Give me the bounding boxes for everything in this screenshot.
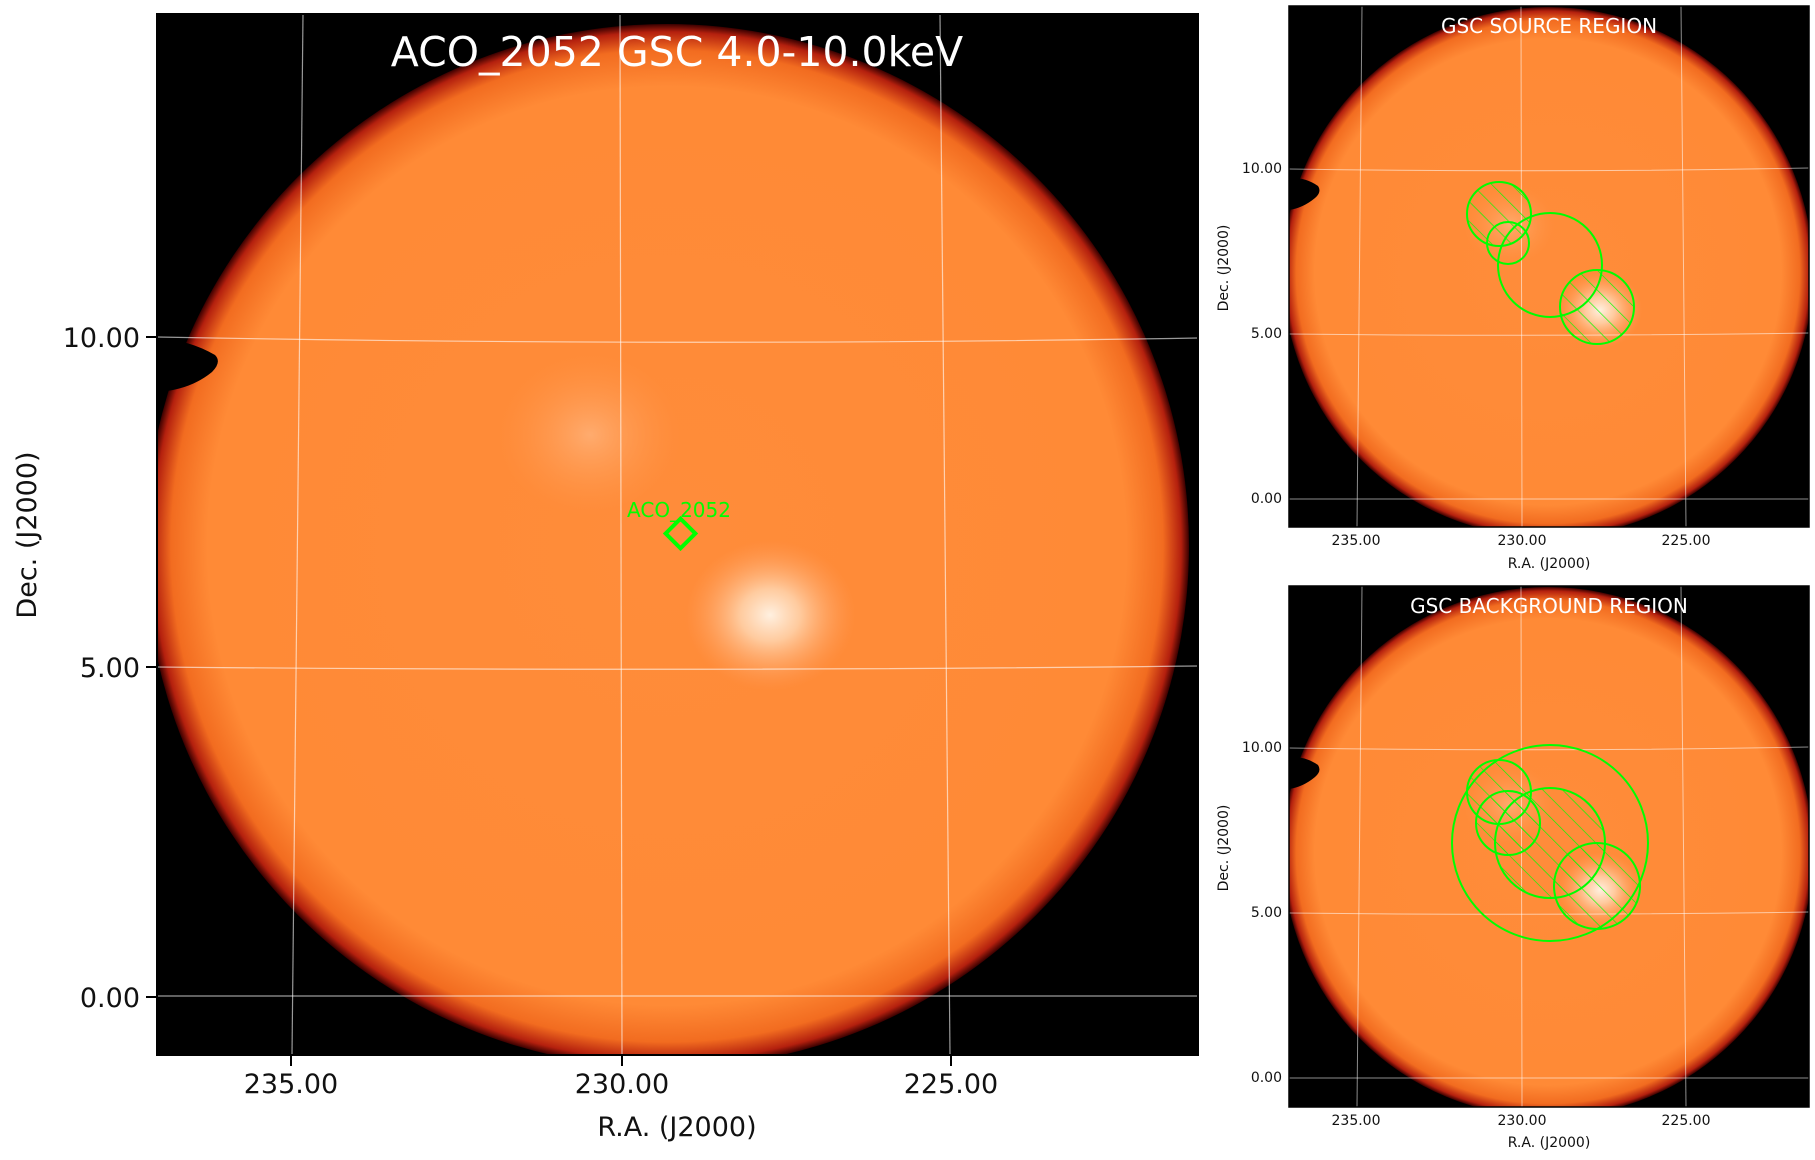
source-x-tick-label: 230.00 [1498,533,1547,549]
source-panel-title: GSC SOURCE REGION [1441,14,1657,38]
source-y-tick-label: 10.00 [1242,161,1282,177]
background-x-tick-label: 225.00 [1662,1113,1711,1129]
main-detector-notch [157,339,218,392]
main-frame [156,13,1199,1056]
main-y-tick-label: 5.00 [80,653,140,684]
source-y-tick-label: 0.00 [1251,491,1282,507]
main-y-tick-label: 10.00 [63,323,140,354]
source-excluded-region [1486,221,1530,265]
source-x-axis-label: R.A. (J2000) [1508,556,1591,572]
source-excluded-region [1559,269,1635,345]
background-coordinate-grid [1289,586,1809,1107]
background-image: GSC BACKGROUND REGION [1289,586,1809,1107]
background-panel-title: GSC BACKGROUND REGION [1410,594,1688,618]
background-detector-notch [1289,756,1320,789]
background-excluded-region [1553,842,1641,930]
background-axis-ticks: 235.00 230.00 225.00 10.00 5.00 0.00 [1242,740,1711,1129]
background-x-axis-label: R.A. (J2000) [1508,1135,1591,1151]
source-image: GSC SOURCE REGION [1289,6,1809,527]
main-x-tick-label: 230.00 [575,1069,669,1100]
main-tick-marks [146,336,952,1066]
main-diffuse-emission [500,355,680,515]
main-image: ACO_2052 GSC 4.0-10.0keV ACO_2052 [157,14,1198,1055]
main-coordinate-grid [157,14,1198,1055]
background-y-tick-label: 5.00 [1251,905,1282,921]
source-x-tick-label: 235.00 [1332,533,1381,549]
background-x-tick-label: 230.00 [1498,1113,1547,1129]
main-bright-source [685,540,855,690]
target-marker-diamond [662,515,699,552]
main-x-tick-label: 235.00 [244,1069,338,1100]
main-x-axis-label: R.A. (J2000) [597,1112,756,1143]
source-y-tick-label: 5.00 [1251,326,1282,342]
source-excluded-region [1466,181,1532,247]
main-axis-ticks: 235.00 230.00 225.00 10.00 5.00 0.00 [63,323,999,1100]
source-field-of-view-disk [1289,7,1809,527]
main-y-axis-label: Dec. (J2000) [12,451,43,618]
source-axis-ticks: 235.00 230.00 225.00 10.00 5.00 0.00 [1242,161,1711,549]
background-frame [1288,585,1810,1108]
background-y-tick-label: 10.00 [1242,740,1282,756]
source-extraction-region [1497,212,1603,318]
source-detector-notch [1289,177,1320,210]
source-region-panel: GSC SOURCE REGION 235.00 230.00 225.00 1… [1216,5,1810,572]
background-y-axis-label: Dec. (J2000) [1216,805,1232,892]
source-frame [1288,5,1810,528]
background-excluded-region [1475,790,1541,856]
background-y-tick-label: 0.00 [1251,1070,1282,1086]
background-x-tick-label: 235.00 [1332,1113,1381,1129]
main-y-tick-label: 0.00 [80,983,140,1014]
source-x-tick-label: 225.00 [1662,533,1711,549]
main-panel: ACO_2052 GSC 4.0-10.0keV ACO_2052 235.00… [12,13,1199,1143]
background-region-panel: GSC BACKGROUND REGION 235.00 230.00 225.… [1216,585,1810,1151]
source-coordinate-grid [1289,6,1809,527]
main-title: ACO_2052 GSC 4.0-10.0keV [391,28,963,76]
main-x-tick-label: 225.00 [904,1069,998,1100]
background-annulus-outer [1451,744,1649,942]
source-y-axis-label: Dec. (J2000) [1216,225,1232,312]
